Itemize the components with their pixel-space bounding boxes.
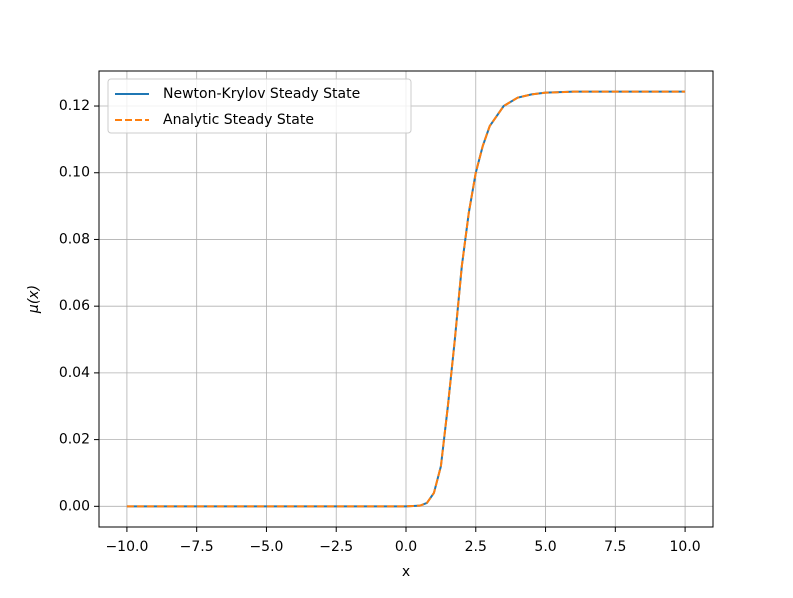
x-tick-label: 7.5 [604,539,626,555]
y-tick-label: 0.12 [59,98,90,114]
y-tick-label: 0.02 [59,432,90,448]
x-tick-label: −10.0 [105,539,148,555]
x-tick-label: −7.5 [180,539,214,555]
y-tick-label: 0.04 [59,365,90,381]
legend-label: Analytic Steady State [163,112,314,128]
y-axis-label: μ(x) [26,285,42,314]
x-tick-label: 5.0 [534,539,556,555]
legend-box [107,78,412,134]
plot-frame [98,70,714,528]
x-axis-label: x [402,564,410,580]
x-tick-label: 0.0 [395,539,417,555]
y-tick-label: 0.08 [59,231,90,247]
x-tick-label: −5.0 [249,539,283,555]
x-tick-label: −2.5 [319,539,353,555]
x-tick-label: 2.5 [465,539,487,555]
legend-label: Newton-Krylov Steady State [163,86,360,102]
y-tick-label: 0.06 [59,298,90,314]
y-tick-label: 0.10 [59,165,90,181]
line-series [126,90,686,508]
x-tick-label: 10.0 [670,539,701,555]
y-tick-label: 0.00 [59,498,90,514]
